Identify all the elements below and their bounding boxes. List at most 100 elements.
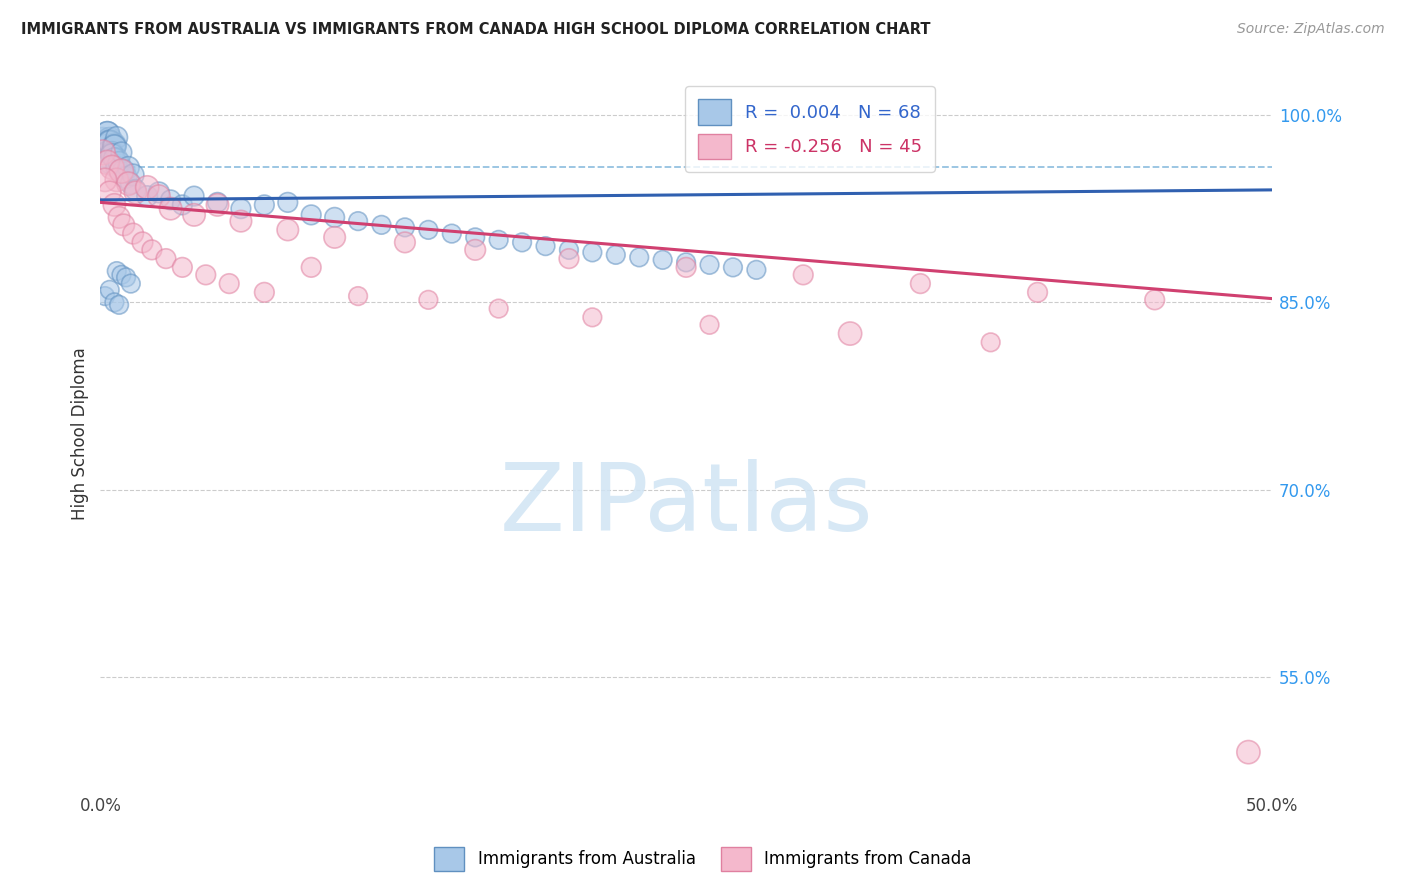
Point: [675, 255, 697, 269]
Point: [534, 239, 557, 253]
Point: [105, 173, 128, 187]
Point: [581, 245, 603, 260]
Point: [110, 268, 132, 282]
Point: [418, 223, 440, 237]
Point: [745, 263, 768, 277]
Point: [112, 164, 135, 178]
Point: [110, 145, 132, 160]
Point: [651, 252, 673, 267]
Point: [323, 211, 346, 225]
Point: [155, 252, 177, 266]
Point: [122, 227, 145, 241]
Point: [148, 186, 170, 200]
Text: Source: ZipAtlas.com: Source: ZipAtlas.com: [1237, 22, 1385, 37]
Point: [277, 195, 299, 210]
Point: [148, 189, 170, 203]
Point: [1143, 293, 1166, 307]
Point: [115, 170, 138, 185]
Point: [136, 189, 159, 203]
Point: [253, 198, 276, 212]
Point: [117, 161, 139, 175]
Point: [98, 136, 121, 150]
Point: [464, 230, 486, 244]
Point: [229, 202, 252, 216]
Point: [183, 189, 205, 203]
Point: [464, 243, 486, 257]
Point: [101, 161, 124, 175]
Point: [721, 260, 744, 275]
Point: [159, 202, 181, 216]
Point: [122, 168, 145, 182]
Point: [124, 186, 146, 200]
Point: [207, 195, 229, 210]
Point: [370, 218, 392, 232]
Point: [1026, 285, 1049, 300]
Legend: R =  0.004   N = 68, R = -0.256   N = 45: R = 0.004 N = 68, R = -0.256 N = 45: [686, 87, 935, 172]
Point: [103, 152, 125, 166]
Point: [299, 260, 322, 275]
Point: [910, 277, 932, 291]
Point: [159, 193, 181, 207]
Point: [299, 208, 322, 222]
Point: [110, 164, 132, 178]
Point: [115, 270, 138, 285]
Point: [120, 277, 142, 291]
Point: [628, 251, 651, 265]
Point: [91, 133, 114, 147]
Point: [124, 183, 146, 197]
Point: [218, 277, 240, 291]
Point: [91, 145, 114, 160]
Text: IMMIGRANTS FROM AUSTRALIA VS IMMIGRANTS FROM CANADA HIGH SCHOOL DIPLOMA CORRELAT: IMMIGRANTS FROM AUSTRALIA VS IMMIGRANTS …: [21, 22, 931, 37]
Point: [1237, 745, 1260, 759]
Point: [558, 243, 581, 257]
Point: [117, 177, 139, 191]
Point: [605, 248, 627, 262]
Point: [101, 148, 124, 162]
Point: [699, 258, 721, 272]
Point: [96, 145, 118, 160]
Point: [105, 130, 128, 145]
Point: [131, 235, 153, 250]
Point: [98, 186, 121, 200]
Point: [94, 173, 117, 187]
Legend: Immigrants from Australia, Immigrants from Canada: Immigrants from Australia, Immigrants fr…: [426, 839, 980, 880]
Point: [207, 198, 229, 212]
Point: [98, 133, 121, 147]
Text: ZIPatlas: ZIPatlas: [499, 458, 873, 550]
Point: [839, 326, 862, 341]
Point: [980, 335, 1002, 350]
Y-axis label: High School Diploma: High School Diploma: [72, 347, 89, 520]
Point: [101, 143, 124, 157]
Point: [108, 158, 131, 172]
Point: [347, 214, 370, 228]
Point: [96, 127, 118, 141]
Point: [98, 136, 121, 150]
Point: [323, 230, 346, 244]
Point: [96, 155, 118, 169]
Point: [194, 268, 217, 282]
Point: [105, 152, 128, 166]
Point: [94, 139, 117, 153]
Point: [108, 155, 131, 169]
Point: [105, 264, 128, 278]
Point: [103, 139, 125, 153]
Point: [141, 243, 163, 257]
Point: [96, 127, 118, 141]
Point: [98, 283, 121, 297]
Point: [418, 293, 440, 307]
Point: [558, 252, 581, 266]
Point: [120, 177, 142, 191]
Point: [792, 268, 814, 282]
Point: [488, 301, 510, 316]
Point: [277, 223, 299, 237]
Point: [108, 298, 131, 312]
Point: [394, 235, 416, 250]
Point: [172, 198, 194, 212]
Point: [229, 214, 252, 228]
Point: [103, 137, 125, 152]
Point: [101, 145, 124, 160]
Point: [94, 139, 117, 153]
Point: [488, 233, 510, 247]
Point: [581, 310, 603, 325]
Point: [253, 285, 276, 300]
